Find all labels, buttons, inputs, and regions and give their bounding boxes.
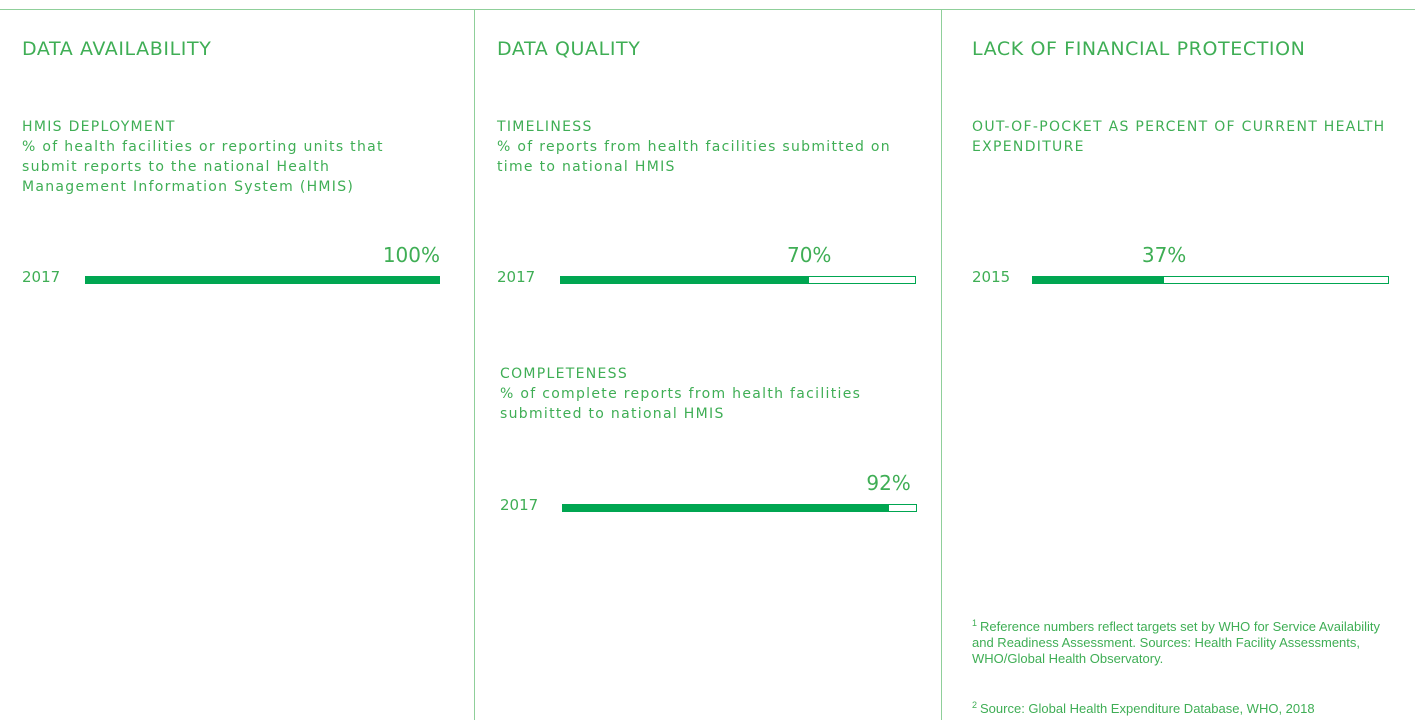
bar: [562, 504, 889, 512]
footnote-marker: 2: [972, 700, 978, 710]
value-label: 92%: [866, 471, 911, 495]
chart-title: HMIS DEPLOYMENT: [22, 119, 176, 135]
category-label: 2017: [497, 268, 536, 286]
footnote: 1 Reference numbers reflect targets set b…: [972, 615, 1392, 667]
footnote-text: Reference numbers reflect targets set by…: [972, 619, 1381, 667]
panel-heading: DATA QUALITY: [497, 38, 641, 60]
divider: [941, 9, 942, 720]
chart-title: OUT-OF-POCKET AS PERCENT OF CURRENT HEAL…: [972, 119, 1386, 155]
divider: [474, 9, 475, 720]
chart-subtitle: % of reports from health facilities subm…: [497, 139, 891, 175]
value-label: 100%: [382, 243, 440, 267]
category-label: 2017: [22, 268, 61, 286]
footnote: 2 Source: Global Health Expenditure Datab…: [972, 697, 1415, 717]
value-label: 70%: [786, 243, 832, 267]
chart-subtitle: % of complete reports from health facili…: [500, 386, 862, 422]
chart-title: TIMELINESS: [497, 119, 593, 135]
footnote-text: Source: Global Health Expenditure Databa…: [980, 701, 1315, 717]
value-label: 37%: [1141, 243, 1187, 267]
panel-heading: DATA AVAILABILITY: [22, 38, 212, 60]
chart-title: COMPLETENESS: [500, 366, 629, 382]
footnote-marker: 1: [972, 618, 978, 628]
category-label: 2017: [500, 496, 539, 514]
category-label: 2015: [972, 268, 1011, 286]
panel-heading: LACK OF FINANCIAL PROTECTION: [972, 38, 1306, 60]
bar: [1032, 276, 1165, 284]
bar: [85, 276, 440, 284]
chart-subtitle: % of health facilities or reporting unit…: [22, 139, 384, 195]
top-rule: [0, 9, 1415, 10]
bar: [560, 276, 810, 284]
